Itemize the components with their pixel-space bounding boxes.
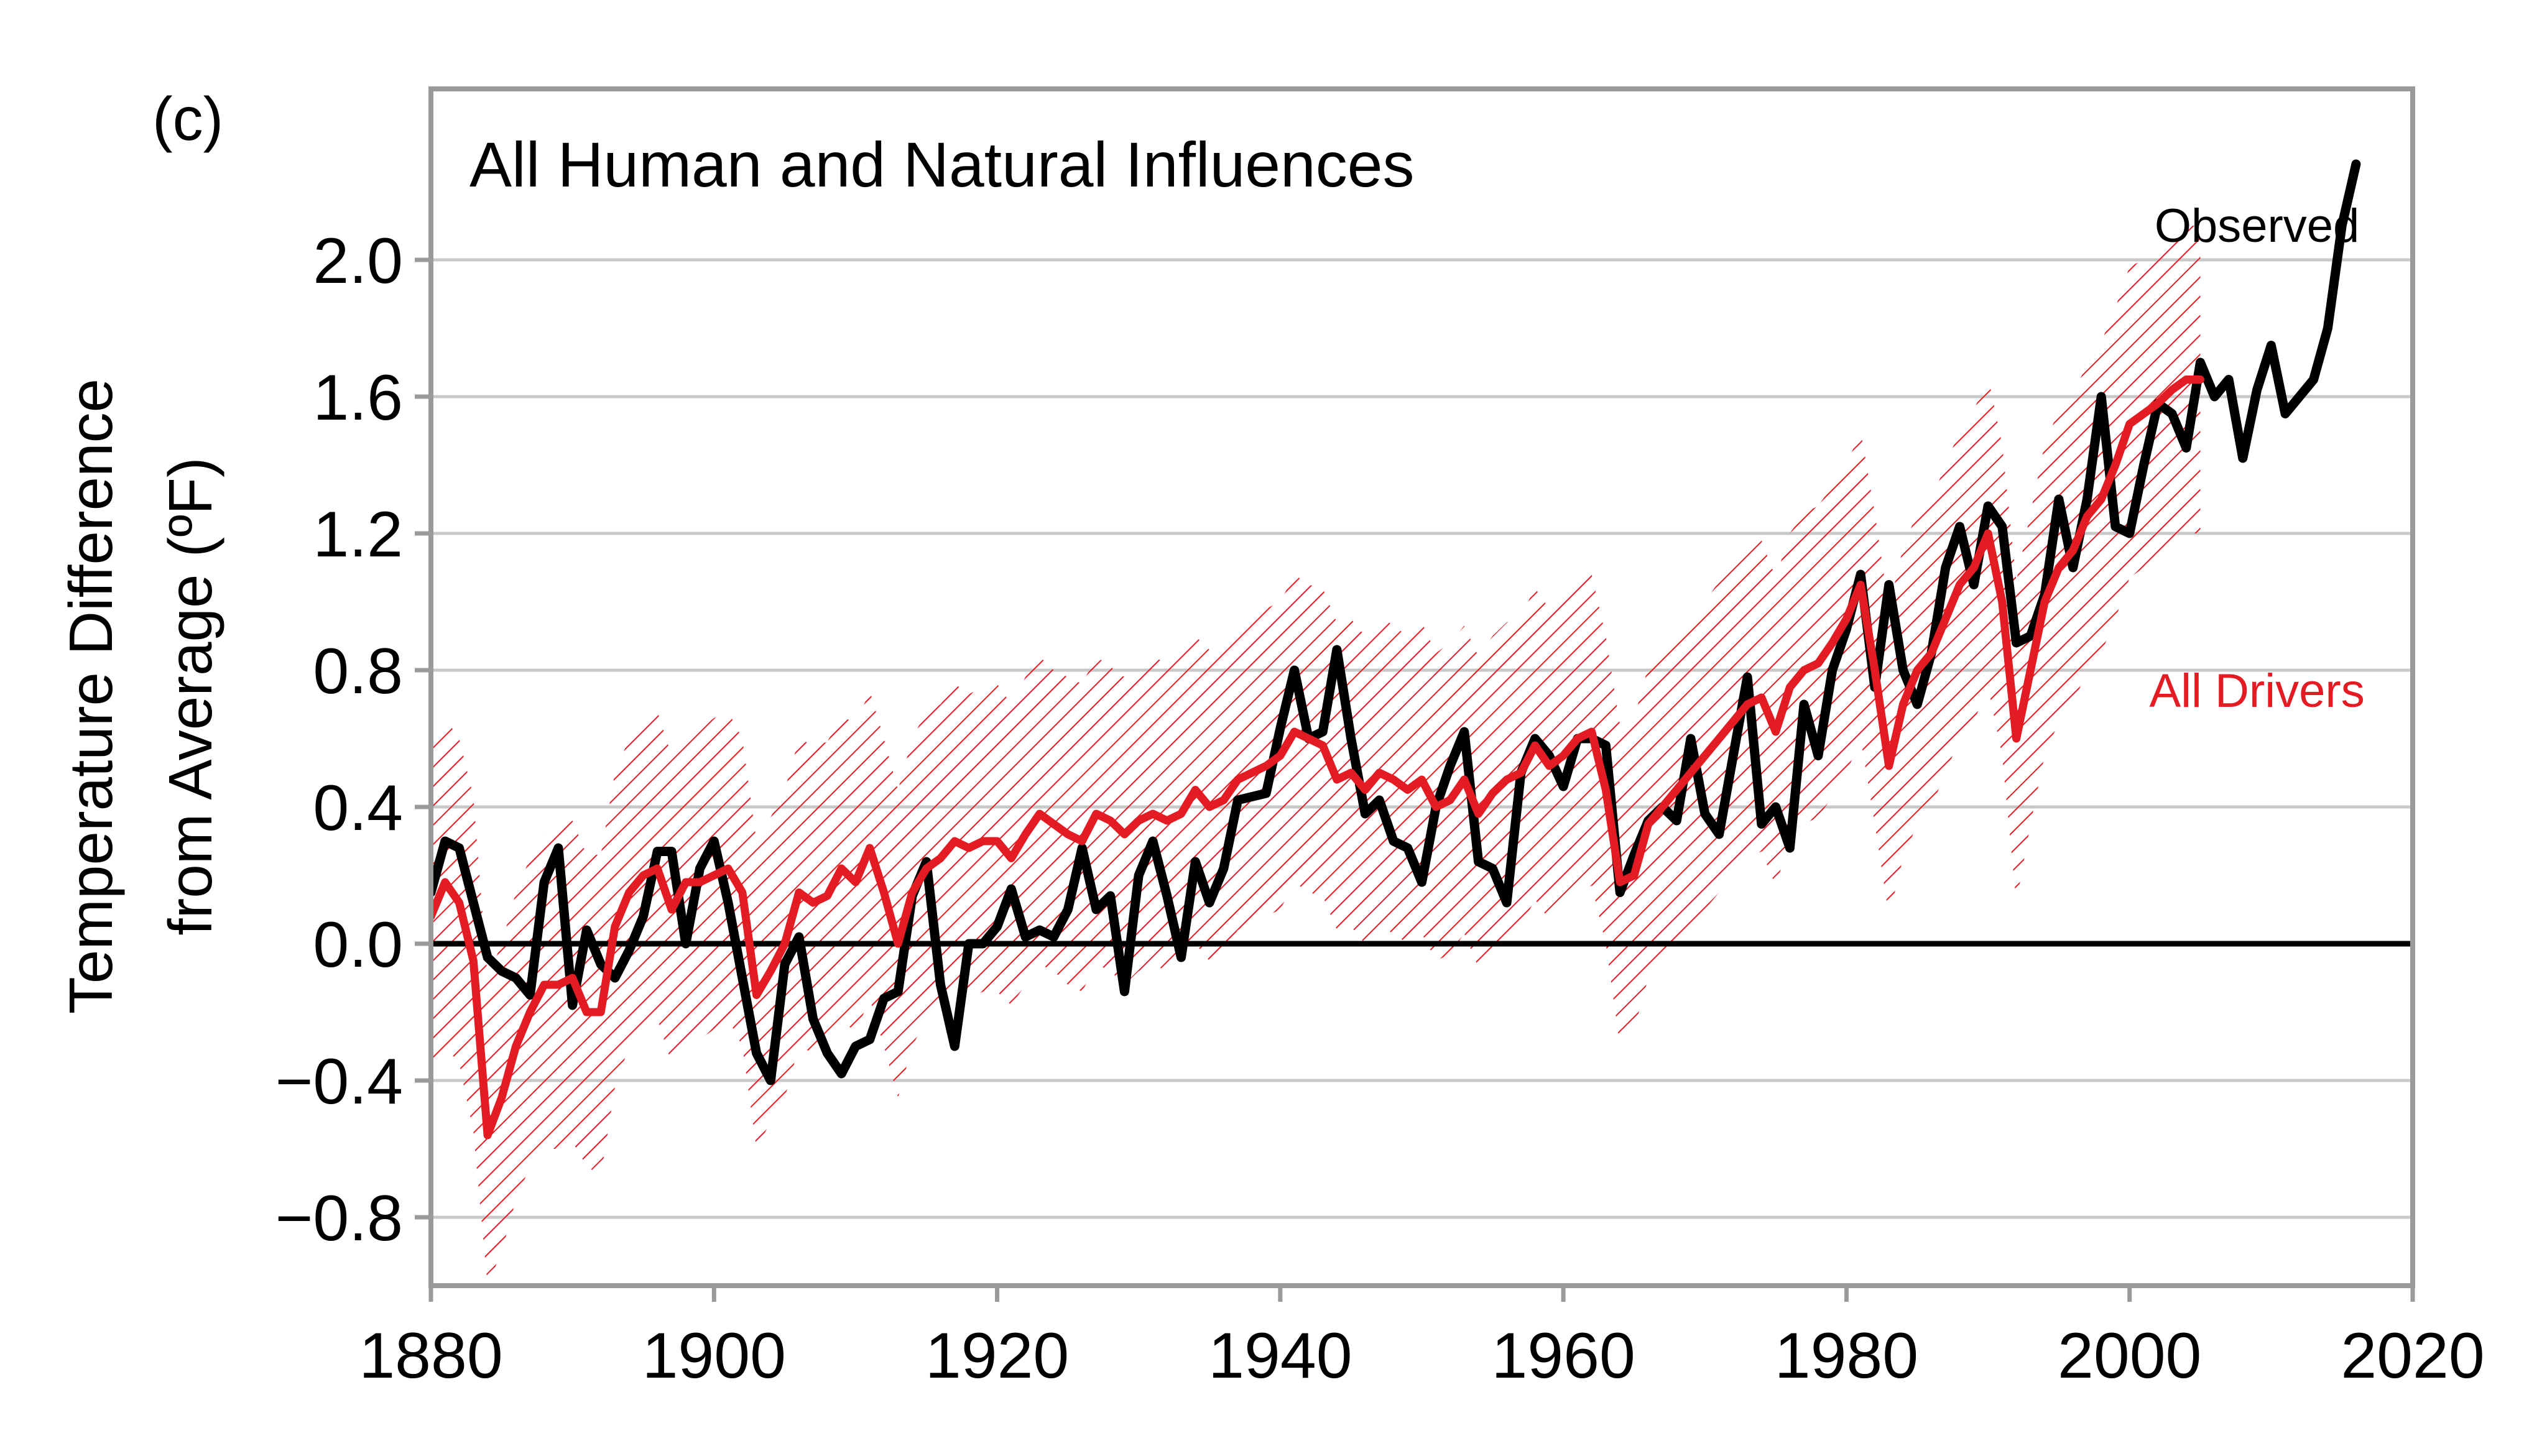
x-tick-label-1880: 1880 <box>359 1320 502 1392</box>
uncertainty-band-all-drivers <box>431 226 2201 1286</box>
x-tick-label-1960: 1960 <box>1491 1320 1635 1392</box>
x-tick-label-2020: 2020 <box>2341 1320 2484 1392</box>
plot-frame <box>428 86 2415 1288</box>
series-lines <box>431 159 2361 1140</box>
series-line-observed <box>431 159 2361 1085</box>
y-tick-label-0: −0.8 <box>275 1182 403 1255</box>
axis-ticks: 1880 1900 1920 1940 1960 1980 2000 2020 −0.8 −0.4… <box>275 225 2485 1392</box>
y-axis-title-line-1: Temperature Difference <box>57 379 125 1014</box>
y-tick-label-4: 0.8 <box>313 635 403 707</box>
y-tick-label-1: −0.4 <box>275 1046 403 1118</box>
x-tick-label-1900: 1900 <box>642 1320 786 1392</box>
series-label-observed: Observed <box>2155 200 2360 252</box>
series-label-all-drivers: All Drivers <box>2149 665 2364 717</box>
chart-title: All Human and Natural Influences <box>469 129 1415 200</box>
x-tick-label-2000: 2000 <box>2058 1320 2201 1392</box>
y-tick-label-5: 1.2 <box>313 499 403 571</box>
x-tick-label-1940: 1940 <box>1208 1320 1352 1392</box>
y-tick-label-7: 2.0 <box>313 225 403 297</box>
x-tick-label-1980: 1980 <box>1775 1320 1918 1392</box>
x-tick-label-1920: 1920 <box>925 1320 1069 1392</box>
uncertainty-bands <box>431 226 2201 1286</box>
y-tick-label-3: 0.4 <box>313 772 403 844</box>
y-tick-label-6: 1.6 <box>313 362 403 434</box>
y-axis-title-line-2: from Average (ºF) <box>156 457 224 935</box>
y-tick-label-2: 0.0 <box>313 909 403 981</box>
panel-letter: (c) <box>152 85 223 153</box>
y-axis-title: Temperature Difference from Average (ºF) <box>57 379 224 1014</box>
series-line-all-drivers <box>431 376 2204 1140</box>
